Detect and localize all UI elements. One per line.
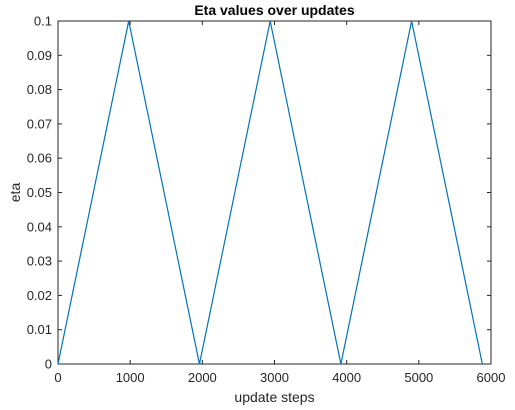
y-tick-label: 0.05	[27, 185, 52, 200]
y-tick-label: 0.03	[27, 254, 52, 269]
y-tick-label: 0.02	[27, 288, 52, 303]
x-tick-label: 3000	[260, 370, 289, 385]
y-tick-label: 0.06	[27, 151, 52, 166]
y-tick-label: 0.09	[27, 48, 52, 63]
plot-area: 0 1000 2000 3000 4000 5000 6000 0 0.01 0.02 0.03 0.…	[27, 14, 506, 386]
x-tick-label: 6000	[477, 370, 506, 385]
y-tick-label: 0.01	[27, 322, 52, 337]
x-axis-title: update steps	[234, 389, 314, 405]
series-line	[57, 20, 483, 365]
y-axis-title: eta	[7, 183, 23, 203]
x-tick-label: 5000	[404, 370, 433, 385]
x-tick-label: 1000	[116, 370, 145, 385]
x-tick-label: 0	[54, 370, 61, 385]
y-tick-label: 0	[45, 357, 52, 372]
x-tick-label: 4000	[332, 370, 361, 385]
y-tick-label: 0.1	[34, 14, 52, 29]
y-tick-label: 0.07	[27, 116, 52, 131]
chart-title: Eta values over updates	[194, 2, 355, 18]
y-tick-label: 0.08	[27, 82, 52, 97]
axes-box	[57, 20, 492, 365]
x-tick-label: 2000	[188, 370, 217, 385]
y-tick-label: 0.04	[27, 219, 52, 234]
